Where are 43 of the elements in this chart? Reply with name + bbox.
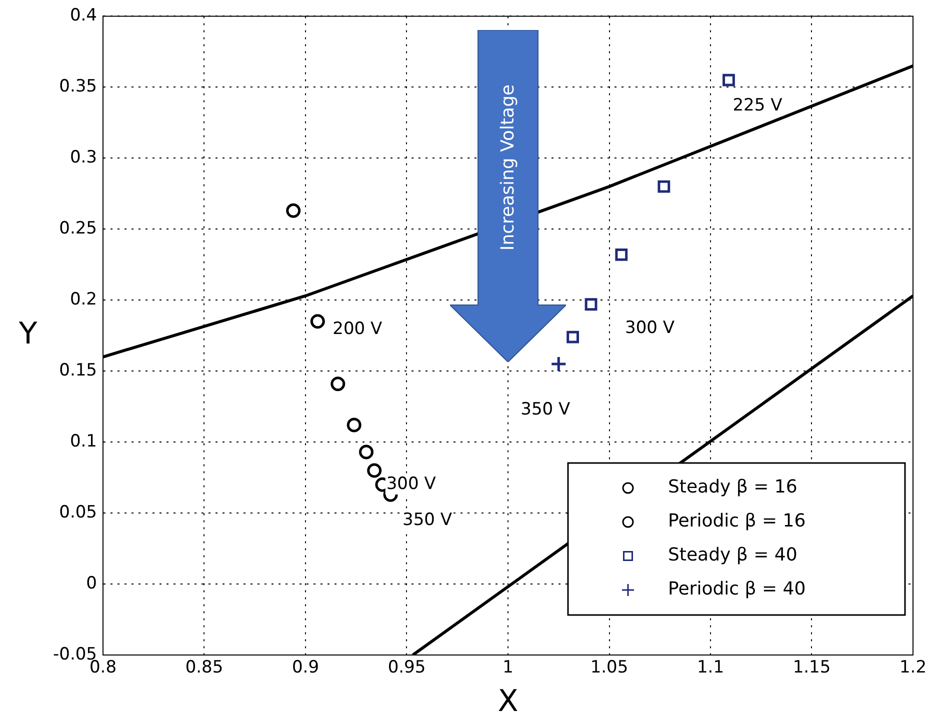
- annotation: 350 V: [520, 399, 570, 420]
- point: [615, 248, 628, 261]
- y-tick-label: 0.2: [70, 290, 97, 310]
- point: [346, 418, 362, 432]
- y-axis-title: Y: [18, 316, 38, 352]
- x-tick-label: 1.05: [590, 658, 628, 678]
- point: [286, 203, 301, 218]
- y-tick-label: 0.35: [59, 76, 97, 97]
- point: [310, 314, 325, 329]
- down-arrow: Increasing Voltage: [450, 30, 566, 362]
- point: [566, 330, 579, 344]
- y-tick-label: 0.15: [59, 360, 97, 381]
- point: [584, 298, 598, 311]
- x-tick-label: 0.9: [292, 658, 320, 678]
- point: [359, 444, 374, 460]
- x-tick-label: 0.95: [388, 658, 426, 678]
- x-tick-label: 1.15: [792, 658, 831, 678]
- annotation: 200 V: [332, 318, 382, 339]
- y-tick-label: 0.3: [70, 148, 97, 168]
- point: [367, 463, 382, 478]
- y-tick-label: 0.25: [59, 218, 97, 239]
- y-tick-label: 0.05: [59, 502, 97, 522]
- annotation: 300 V: [625, 318, 675, 338]
- x-tick-label: 1.2: [899, 658, 927, 678]
- point: [658, 180, 670, 193]
- legend-label: Steady β = 16: [668, 476, 798, 498]
- annotation: 300 V: [386, 474, 436, 494]
- x-tick-label: 1: [502, 658, 514, 678]
- legend-label: Steady β = 40: [668, 544, 798, 566]
- x-axis-title: X: [498, 684, 518, 719]
- annotation: 225 V: [732, 96, 783, 116]
- y-tick-label: 0: [86, 573, 97, 594]
- y-tick-label: 0.1: [70, 431, 97, 452]
- y-tick-label: 0.4: [70, 6, 97, 26]
- point: [722, 74, 735, 86]
- annotation: 350 V: [402, 510, 452, 530]
- x-tick-label: 1.1: [696, 658, 724, 678]
- legend-label: Periodic β = 16: [668, 510, 806, 532]
- x-tick-label: 0.85: [185, 658, 224, 678]
- point: [330, 376, 346, 392]
- annotation: Increasing Voltage: [498, 84, 518, 251]
- legend-label: Periodic β = 40: [668, 578, 806, 600]
- point: [550, 356, 567, 372]
